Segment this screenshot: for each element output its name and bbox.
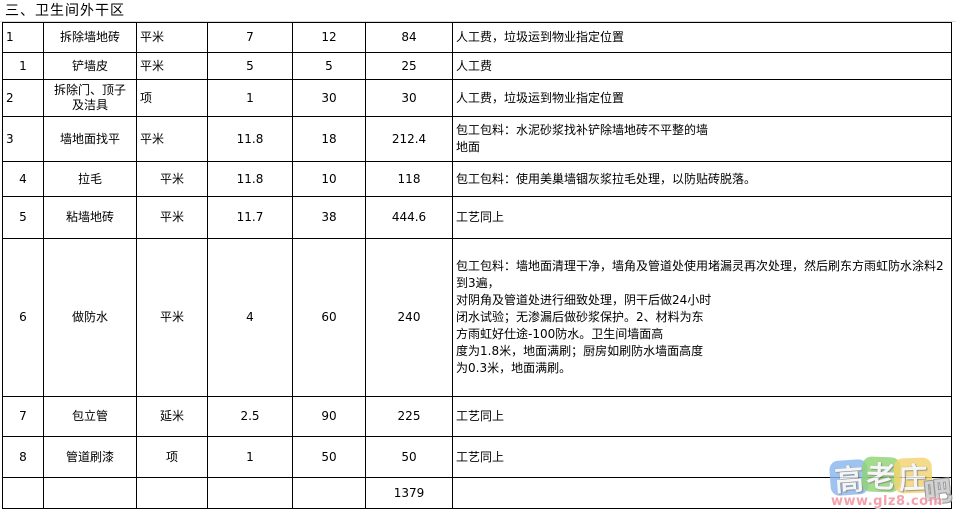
item-name-cell[interactable]: 拆除墙地砖 <box>43 22 137 53</box>
note-cell[interactable]: 工艺同上 <box>452 396 952 437</box>
quantity-cell[interactable]: 1 <box>207 436 293 478</box>
item-name-cell[interactable]: 拆除门、顶子 及洁具 <box>43 79 137 117</box>
unit-cell[interactable]: 平米 <box>136 52 208 80</box>
row-number-cell[interactable]: 4 <box>2 161 44 197</box>
unit-cell[interactable] <box>136 477 208 509</box>
table-row: 1 拆除墙地砖 平米 7 12 84 人工费，垃圾运到物业指定位置 <box>2 22 952 53</box>
unit-cell[interactable]: 项 <box>136 436 208 478</box>
unit-price-cell[interactable]: 60 <box>292 238 366 397</box>
amount-cell[interactable]: 444.6 <box>365 196 453 239</box>
row-number-cell[interactable]: 6 <box>2 238 44 397</box>
quantity-cell[interactable]: 2.5 <box>207 396 293 437</box>
unit-price-cell[interactable]: 10 <box>292 161 366 197</box>
item-name-cell[interactable]: 拉毛 <box>43 161 137 197</box>
unit-price-cell[interactable]: 38 <box>292 196 366 239</box>
amount-cell[interactable]: 30 <box>365 79 453 117</box>
unit-price-cell[interactable]: 90 <box>292 396 366 437</box>
note-cell[interactable]: 包工包料：墙地面清理干净，墙角及管道处使用堵漏灵再次处理，然后刷东方雨虹防水涂料… <box>452 238 952 397</box>
amount-cell[interactable]: 118 <box>365 161 453 197</box>
item-name-cell[interactable]: 管道刷漆 <box>43 436 137 478</box>
unit-price-cell[interactable]: 30 <box>292 79 366 117</box>
item-name-cell[interactable]: 粘墙地砖 <box>43 196 137 239</box>
quantity-cell[interactable]: 7 <box>207 22 293 53</box>
quantity-cell[interactable] <box>207 477 293 509</box>
unit-price-cell[interactable]: 12 <box>292 22 366 53</box>
section-title: 三、卫生间外干区 <box>5 3 125 19</box>
item-name-cell[interactable]: 铲墙皮 <box>43 52 137 80</box>
table-row: 7 包立管 延米 2.5 90 225 工艺同上 <box>2 396 952 437</box>
unit-cell[interactable]: 项 <box>136 79 208 117</box>
row-number-cell[interactable]: 5 <box>2 196 44 239</box>
note-cell[interactable]: 工艺同上 <box>452 196 952 239</box>
amount-cell[interactable]: 240 <box>365 238 453 397</box>
unit-cell[interactable]: 平米 <box>136 161 208 197</box>
note-cell[interactable]: 包工包料：使用美巢墙锢灰浆拉毛处理，以防贴砖脱落。 <box>452 161 952 197</box>
watermark-tiles: 高老庄 <box>828 456 933 497</box>
unit-price-cell[interactable] <box>292 477 366 509</box>
unit-cell[interactable]: 平米 <box>136 196 208 239</box>
table-row: 3 墙地面找平 平米 11.8 18 212.4 包工包料：水泥砂浆找补铲除墙地砖不平整的墙… <box>2 116 952 162</box>
amount-cell[interactable]: 212.4 <box>365 116 453 162</box>
amount-cell[interactable]: 225 <box>365 396 453 437</box>
note-cell[interactable]: 人工费，垃圾运到物业指定位置 <box>452 22 952 53</box>
note-cell[interactable]: 人工费 <box>452 52 952 80</box>
table-row: 8 管道刷漆项 1 50 50 工艺同上 <box>2 436 952 478</box>
table-row: 1 铲墙皮 平米 5 5 25 人工费 <box>2 52 952 80</box>
note-cell[interactable]: 人工费，垃圾运到物业指定位置 <box>452 79 952 117</box>
item-name-cell[interactable] <box>43 477 137 509</box>
quantity-cell[interactable]: 11.7 <box>207 196 293 239</box>
row-number-cell[interactable]: 1 <box>2 52 44 80</box>
table-row: 6 做防水 平米 4 60 240 包工包料：墙地面清理干净，墙角及管道处使用堵漏灵再次处理… <box>2 238 952 397</box>
grand-total-cell[interactable]: 1379 <box>365 477 453 509</box>
row-number-cell[interactable]: 7 <box>2 396 44 437</box>
quantity-cell[interactable]: 1 <box>207 79 293 117</box>
item-name-cell[interactable]: 墙地面找平 <box>43 116 137 162</box>
quantity-cell[interactable]: 4 <box>207 238 293 397</box>
unit-price-cell[interactable]: 5 <box>292 52 366 80</box>
row-number-cell[interactable]: 1 <box>2 22 44 53</box>
row-number-cell[interactable] <box>2 477 44 509</box>
table-row: 5 粘墙地砖 平米 11.7 38 444.6 工艺同上 <box>2 196 952 239</box>
quantity-cell[interactable]: 11.8 <box>207 116 293 162</box>
unit-cell[interactable]: 平米 <box>136 22 208 53</box>
note-cell[interactable]: 包工包料：水泥砂浆找补铲除墙地砖不平整的墙 地面 <box>452 116 952 162</box>
title-row-gridline <box>0 21 956 22</box>
unit-cell[interactable]: 延米 <box>136 396 208 437</box>
quote-table: 1 拆除墙地砖 平米 7 12 84 人工费，垃圾运到物业指定位置 1 铲墙皮 平米 5 5 25 人工费… <box>2 22 952 509</box>
row-number-cell[interactable]: 8 <box>2 436 44 478</box>
watermark-url[interactable]: www.glz8.com <box>831 494 943 509</box>
watermark: 高老庄 吧 www.glz8.com <box>828 452 956 509</box>
amount-cell[interactable]: 84 <box>365 22 453 53</box>
item-name-cell[interactable]: 做防水 <box>43 238 137 397</box>
item-name-cell[interactable]: 包立管 <box>43 396 137 437</box>
table-row: 2 拆除门、顶子 及洁具项 1 30 30 人工费，垃圾运到物业指定位置 <box>2 79 952 117</box>
unit-price-cell[interactable]: 50 <box>292 436 366 478</box>
table-row: 4 拉毛 平米 11.8 10 118 包工包料：使用美巢墙锢灰浆拉毛处理，以防贴砖脱落。 <box>2 161 952 197</box>
unit-cell[interactable]: 平米 <box>136 238 208 397</box>
row-number-cell[interactable]: 3 <box>2 116 44 162</box>
amount-cell[interactable]: 50 <box>365 436 453 478</box>
unit-price-cell[interactable]: 18 <box>292 116 366 162</box>
unit-cell[interactable]: 平米 <box>136 116 208 162</box>
amount-cell[interactable]: 25 <box>365 52 453 80</box>
table-row: 1379 <box>2 477 952 509</box>
quantity-cell[interactable]: 5 <box>207 52 293 80</box>
quantity-cell[interactable]: 11.8 <box>207 161 293 197</box>
row-number-cell[interactable]: 2 <box>2 79 44 117</box>
